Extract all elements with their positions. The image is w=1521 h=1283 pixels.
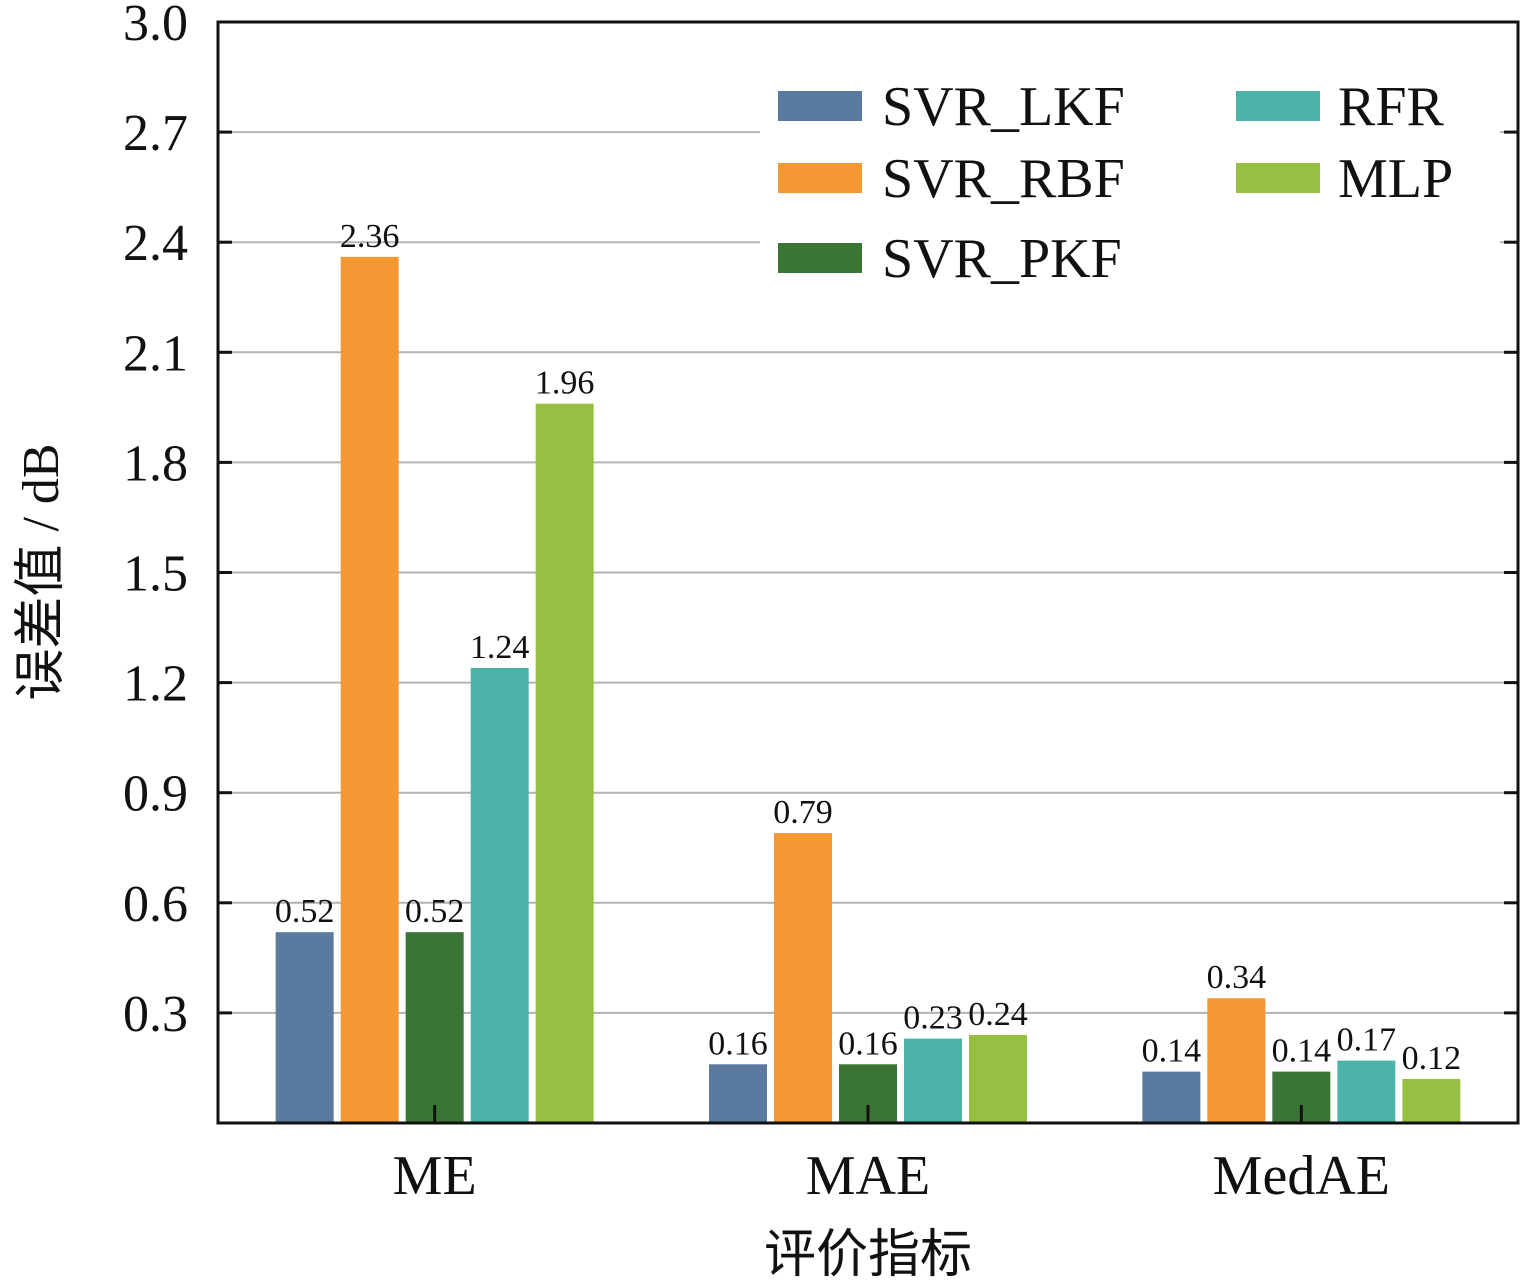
- data-label: 1.96: [535, 365, 595, 402]
- bar-svr-lkf-medae: [1142, 1071, 1201, 1123]
- legend-swatch-svr-lkf: [778, 91, 862, 121]
- bar-rfr-medae: [1337, 1060, 1396, 1123]
- y-tick-label: 1.5: [123, 546, 188, 603]
- data-label: 0.16: [838, 1025, 898, 1062]
- y-tick-label: 0.6: [123, 876, 188, 933]
- x-tick-label: MedAE: [1213, 1145, 1390, 1207]
- x-tick-label: MAE: [806, 1145, 930, 1207]
- legend-swatch-mlp: [1236, 163, 1320, 193]
- data-label: 0.24: [968, 996, 1028, 1033]
- plot-frame: [216, 20, 1520, 1125]
- y-tick-label: 0.3: [123, 986, 188, 1043]
- bar-mlp-medae: [1402, 1078, 1461, 1123]
- bar-rfr-me: [470, 667, 529, 1123]
- x-axis-title: 评价指标: [764, 1227, 972, 1283]
- data-label: 0.14: [1142, 1033, 1202, 1070]
- bar-rfr-mae: [904, 1038, 962, 1123]
- data-label: 0.14: [1272, 1033, 1332, 1070]
- data-label: 0.79: [773, 794, 833, 831]
- data-label: 2.36: [340, 218, 400, 255]
- data-label: 0.34: [1207, 959, 1267, 996]
- legend-label-svr-rbf: SVR_RBF: [882, 148, 1125, 210]
- y-tick-label: 0.9: [123, 766, 188, 823]
- y-tick-label: 2.1: [123, 325, 188, 382]
- data-label: 0.17: [1337, 1022, 1397, 1059]
- data-label: 0.52: [275, 893, 335, 930]
- legend: SVR_LKF SVR_RBF SVR_PKF RFR MLP: [760, 62, 1500, 300]
- axis-ticks: [218, 20, 1518, 1123]
- bar-mlp-mae: [969, 1034, 1027, 1123]
- legend-swatch-svr-rbf: [778, 163, 862, 193]
- data-label: 0.52: [405, 893, 465, 930]
- y-tick-label: 2.4: [123, 215, 188, 272]
- y-tick-label: 3.0: [123, 0, 188, 52]
- legend-label-rfr: RFR: [1338, 76, 1444, 138]
- legend-background: [760, 62, 1500, 300]
- legend-label-mlp: MLP: [1338, 148, 1453, 210]
- legend-swatch-svr-pkf: [778, 243, 862, 273]
- bar-svr-rbf-mae: [774, 833, 832, 1123]
- data-label: 1.24: [470, 629, 530, 666]
- bar-svr-lkf-me: [275, 932, 334, 1123]
- data-label: 0.16: [708, 1025, 768, 1062]
- data-labels: 0.522.360.521.241.960.160.790.160.23 0.24…: [275, 218, 1461, 1077]
- data-label: 0.12: [1402, 1040, 1462, 1077]
- data-label: 0.23: [903, 1000, 963, 1037]
- y-tick-label: 2.7: [123, 105, 188, 162]
- bar-svr-rbf-me: [340, 256, 399, 1123]
- y-tick-labels: 0.3 0.6 0.9 1.2 1.5 1.8 2.1 2.4 2.7 3.0: [123, 0, 188, 1043]
- bar-svr-lkf-mae: [709, 1064, 767, 1123]
- bar-mlp-me: [535, 403, 594, 1123]
- x-tick-labels: ME MAE MedAE: [393, 1145, 1390, 1207]
- x-tick-label: ME: [393, 1145, 477, 1207]
- bars: [275, 256, 1461, 1123]
- y-tick-label: 1.2: [123, 656, 188, 713]
- bar-svr-rbf-medae: [1207, 998, 1266, 1123]
- y-tick-label: 1.8: [123, 435, 188, 492]
- legend-label-svr-pkf: SVR_PKF: [882, 228, 1122, 290]
- legend-swatch-rfr: [1236, 91, 1320, 121]
- bar-svr-pkf-me: [405, 932, 464, 1123]
- legend-label-svr-lkf: SVR_LKF: [882, 76, 1125, 138]
- y-axis-title: 误差值 / dB: [13, 443, 70, 700]
